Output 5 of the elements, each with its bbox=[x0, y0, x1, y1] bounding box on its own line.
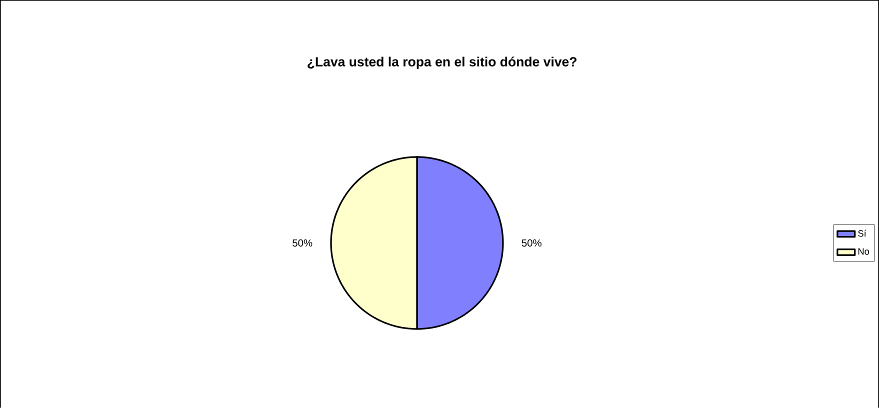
legend-label: No bbox=[858, 248, 870, 255]
legend-label: Sí bbox=[858, 230, 866, 237]
data-label: 50% bbox=[292, 239, 312, 247]
data-label: 50% bbox=[522, 239, 542, 247]
chart-title: ¿Lava usted la ropa en el sitio dónde vive? bbox=[308, 56, 576, 70]
